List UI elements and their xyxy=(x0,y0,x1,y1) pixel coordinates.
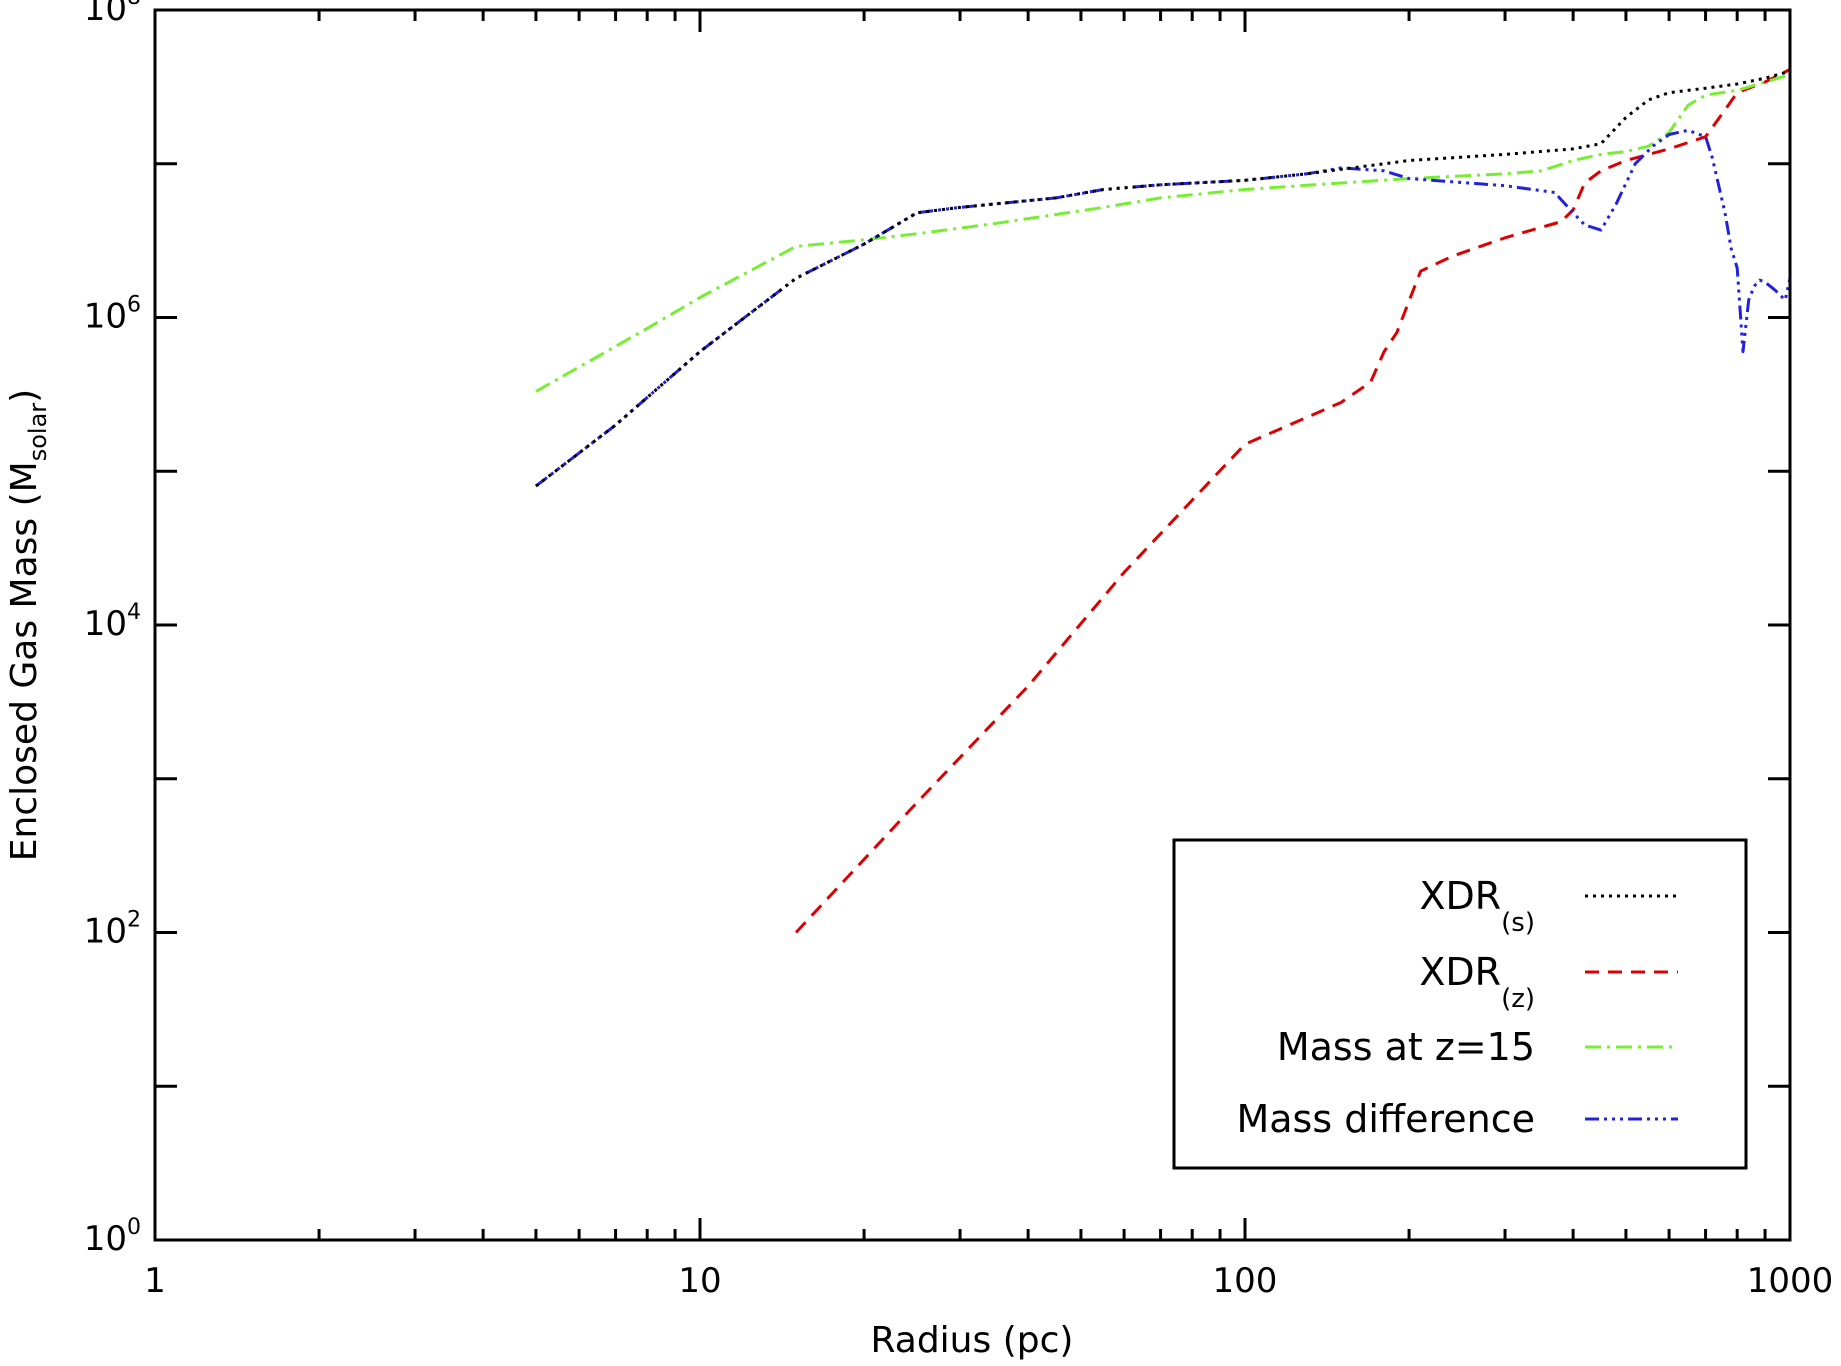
y-tick-label: 108 xyxy=(84,0,141,29)
legend-label-name: XDR xyxy=(1419,874,1501,918)
y-tick-label: 100 xyxy=(84,1215,141,1259)
y-axis-title-close: ) xyxy=(4,389,45,403)
legend-label-name: XDR xyxy=(1419,950,1501,994)
y-tick-label: 106 xyxy=(84,293,141,337)
x-tick-label: 1000 xyxy=(1747,1261,1834,1301)
y-tick-label-base: 10 xyxy=(84,297,127,337)
series-line-1 xyxy=(794,68,1790,934)
y-tick-label-exponent: 8 xyxy=(127,0,141,10)
series-line-3 xyxy=(534,128,1790,488)
y-tick-label: 102 xyxy=(84,908,141,952)
legend-label-2: Mass at z=15 xyxy=(1277,1025,1535,1069)
x-axis-title: Radius (pc) xyxy=(871,1320,1074,1361)
legend-label-subscript: (s) xyxy=(1501,908,1535,938)
series-layer xyxy=(534,68,1790,934)
y-tick-label-exponent: 4 xyxy=(127,600,141,625)
x-tick-label: 1 xyxy=(144,1261,166,1301)
y-axis-title-main: Enclosed Gas Mass (M xyxy=(4,461,45,861)
series-line-0 xyxy=(534,69,1790,488)
x-tick-label: 10 xyxy=(678,1261,721,1301)
ticks-layer xyxy=(153,8,1792,1242)
y-tick-label-base: 10 xyxy=(84,604,127,644)
legend-label-subscript: (z) xyxy=(1501,984,1535,1014)
y-tick-label-base: 10 xyxy=(84,1219,127,1259)
legend-label-1: XDR(z) xyxy=(1419,950,1535,1014)
y-tick-label-exponent: 6 xyxy=(127,293,141,318)
y-tick-label-exponent: 2 xyxy=(127,908,141,933)
legend-label-3: Mass difference xyxy=(1236,1097,1535,1141)
legend-label-name: Mass difference xyxy=(1236,1097,1535,1141)
legend-label-0: XDR(s) xyxy=(1419,874,1535,938)
y-tick-label-exponent: 0 xyxy=(127,1215,141,1240)
legend-label-name: Mass at z=15 xyxy=(1277,1025,1535,1069)
y-axis-title: Enclosed Gas Mass (Msolar) xyxy=(4,389,52,861)
labels-layer: 1101001000100102104106108 xyxy=(84,0,1834,1301)
series-line-2 xyxy=(535,73,1790,393)
y-tick-label-base: 10 xyxy=(84,0,127,29)
y-tick-label-base: 10 xyxy=(84,912,127,952)
x-tick-label: 100 xyxy=(1213,1261,1278,1301)
y-axis-title-subscript: solar xyxy=(24,403,52,462)
y-tick-label: 104 xyxy=(84,600,141,644)
